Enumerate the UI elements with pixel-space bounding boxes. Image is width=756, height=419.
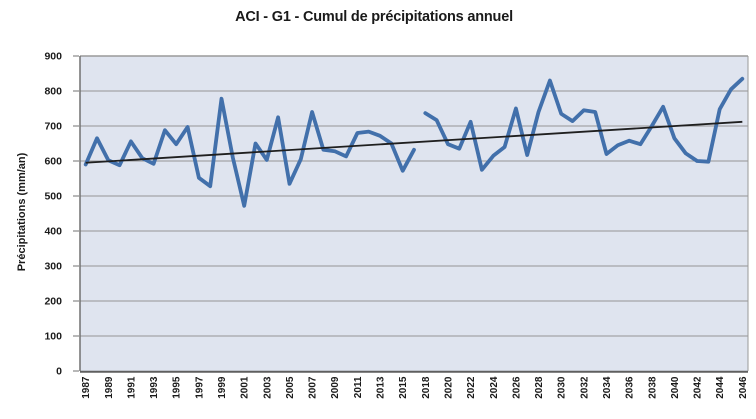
y-tick-label: 400 (44, 226, 62, 238)
y-tick-label: 600 (44, 156, 62, 168)
x-tick-label: 2015 (398, 376, 409, 399)
x-tick-label: 1987 (81, 376, 92, 399)
x-tick-label: 1993 (149, 376, 160, 399)
x-tick-label: 1995 (172, 376, 183, 399)
x-tick-label: 2042 (693, 376, 704, 399)
x-tick-label: 1989 (104, 376, 115, 399)
y-tick-label: 200 (44, 296, 62, 308)
x-tick-label: 2005 (285, 376, 296, 399)
y-tick-label: 0 (56, 366, 62, 378)
x-tick-label: 2034 (602, 376, 613, 399)
x-tick-label: 2026 (511, 376, 522, 399)
x-tick-label: 2020 (443, 376, 454, 399)
x-tick-label: 2038 (647, 376, 658, 399)
precipitation-series-line (83, 96, 416, 208)
x-tick-label: 2030 (557, 376, 568, 399)
x-tick-label: 1991 (126, 376, 137, 399)
x-tick-label: 2024 (489, 376, 500, 399)
x-tick-label: 2046 (738, 376, 749, 399)
x-tick-label: 2028 (534, 376, 545, 399)
x-tick-label: 2018 (421, 376, 432, 399)
precipitation-series-line (423, 76, 745, 172)
x-tick-label: 2044 (715, 376, 726, 399)
plot-background (80, 56, 748, 371)
x-tick-label: 2013 (376, 376, 387, 399)
y-tick-label: 800 (44, 86, 62, 98)
x-tick-label: 1997 (194, 376, 205, 399)
x-tick-label: 2001 (240, 376, 251, 399)
trendline (85, 120, 743, 164)
x-tick-label: 2022 (466, 376, 477, 399)
y-tick-label: 100 (44, 331, 62, 343)
x-tick-label: 2003 (262, 376, 273, 399)
x-tick-label: 2036 (625, 376, 636, 399)
x-tick-label: 2009 (330, 376, 341, 399)
y-tick-label: 500 (44, 191, 62, 203)
x-tick-label: 2032 (579, 376, 590, 399)
y-tick-label: 700 (44, 121, 62, 133)
chart-title: ACI - G1 - Cumul de précipitations annue… (235, 9, 513, 25)
x-tick-label: 2007 (308, 376, 319, 399)
y-tick-label: 300 (44, 261, 62, 273)
x-tick-label: 2040 (670, 376, 681, 399)
x-tick-label: 2011 (353, 376, 364, 398)
x-tick-label: 1999 (217, 376, 228, 399)
y-tick-label: 900 (44, 51, 62, 63)
